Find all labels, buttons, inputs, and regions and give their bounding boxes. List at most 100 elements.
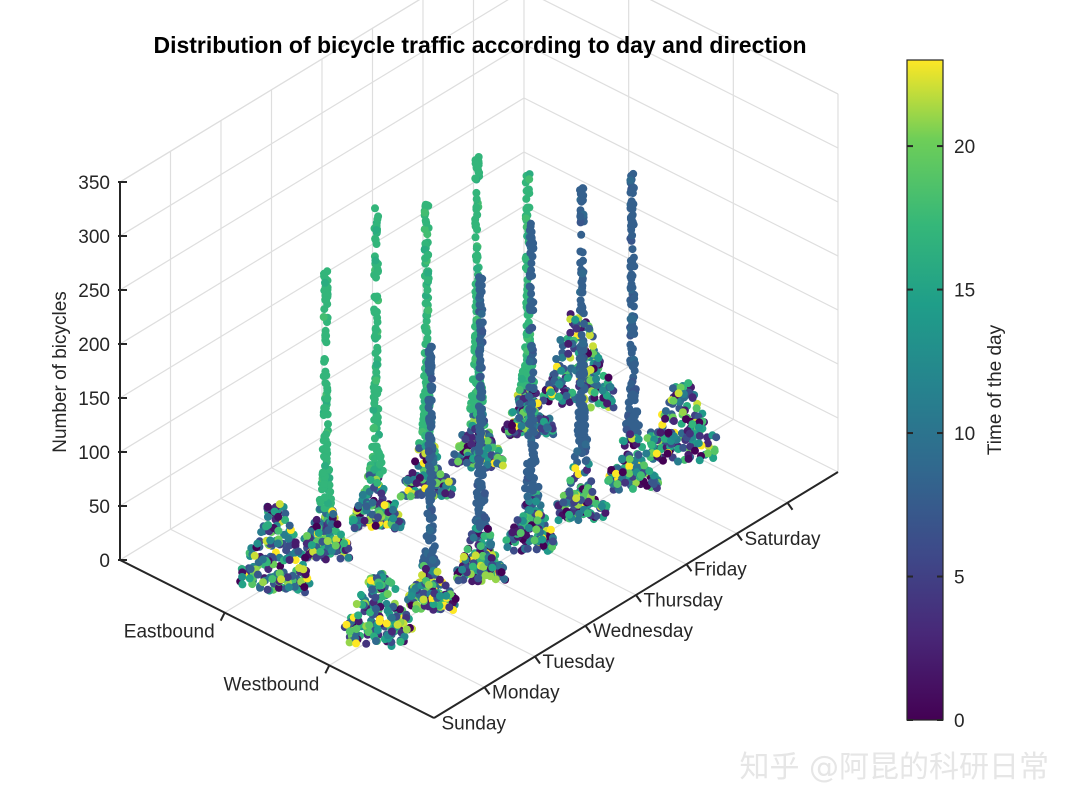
data-point (423, 509, 432, 518)
data-point (562, 391, 571, 400)
day-tick-label: Sunday (442, 713, 507, 734)
data-point (525, 405, 534, 414)
data-point (411, 457, 420, 466)
data-point (524, 419, 533, 428)
data-point (372, 637, 380, 645)
data-point (516, 529, 525, 537)
data-point (322, 380, 331, 389)
data-point (703, 439, 712, 448)
data-point (643, 434, 652, 443)
data-point (515, 399, 524, 408)
data-point (371, 593, 380, 602)
data-point (477, 309, 486, 318)
data-point (625, 462, 634, 471)
data-point (579, 346, 588, 355)
data-point (475, 350, 484, 359)
data-point (597, 502, 606, 511)
data-point (238, 580, 247, 589)
data-point (281, 509, 290, 518)
data-point (319, 372, 328, 381)
data-point (483, 436, 492, 445)
data-point (581, 457, 590, 465)
data-point (571, 464, 580, 473)
z-tick-label: 0 (99, 551, 110, 572)
data-point (625, 455, 634, 464)
data-point (710, 447, 719, 456)
data-point (684, 379, 693, 388)
data-point (576, 379, 585, 388)
data-point (601, 508, 610, 517)
data-point (319, 313, 328, 321)
data-point (344, 553, 353, 562)
direction-tick-label: Eastbound (124, 622, 215, 643)
data-point (628, 205, 637, 213)
data-point (365, 621, 374, 630)
data-point (619, 437, 628, 446)
data-point (329, 510, 338, 518)
data-point (477, 429, 486, 438)
data-point (628, 231, 637, 240)
data-point (661, 414, 670, 423)
data-point (478, 465, 487, 474)
data-point (471, 551, 480, 560)
data-point (370, 332, 379, 341)
day-tick-label: Tuesday (543, 652, 616, 673)
data-point (586, 365, 595, 374)
data-point (515, 385, 524, 394)
z-tick-label: 200 (78, 335, 110, 356)
data-point (564, 349, 573, 358)
data-point (326, 487, 335, 496)
data-point (322, 430, 330, 439)
data-point (253, 539, 262, 548)
data-point (578, 184, 587, 193)
data-point (466, 405, 475, 414)
data-point (423, 334, 432, 343)
data-point (424, 366, 433, 375)
data-point (480, 489, 489, 498)
data-point (521, 214, 530, 223)
data-point (333, 520, 342, 529)
data-point (550, 369, 559, 378)
data-point (678, 408, 687, 417)
data-point (584, 497, 593, 506)
data-point (543, 423, 551, 432)
data-point (424, 580, 433, 589)
data-point (529, 384, 538, 392)
data-point (573, 426, 582, 435)
day-tick-mark (786, 502, 794, 511)
data-point (534, 510, 543, 519)
data-point (517, 374, 526, 383)
data-point (576, 355, 585, 364)
data-point (349, 516, 358, 525)
data-point (659, 456, 667, 465)
data-point (526, 506, 535, 515)
data-point (371, 236, 380, 244)
data-point (577, 403, 586, 412)
data-point (549, 537, 557, 546)
z-axis-label: Number of bicycles (50, 291, 71, 453)
data-point (471, 233, 480, 242)
data-point (373, 292, 382, 301)
data-point (695, 432, 704, 440)
data-point (370, 434, 379, 443)
data-point (312, 515, 321, 524)
data-point (577, 278, 586, 287)
data-point (594, 354, 603, 362)
data-point (645, 467, 654, 476)
data-point (320, 357, 329, 366)
data-point (486, 572, 495, 581)
data-point (428, 555, 437, 564)
data-point (629, 315, 638, 324)
data-point (626, 430, 635, 439)
data-point (474, 574, 483, 583)
data-point (589, 342, 597, 351)
data-point (483, 524, 492, 533)
colorbar-tick-label: 20 (954, 137, 975, 158)
data-point (526, 219, 535, 228)
data-point (436, 470, 445, 479)
data-point (487, 554, 496, 563)
data-point (451, 594, 460, 603)
data-point (396, 637, 405, 646)
data-point (525, 472, 534, 481)
grid-line (170, 528, 485, 688)
